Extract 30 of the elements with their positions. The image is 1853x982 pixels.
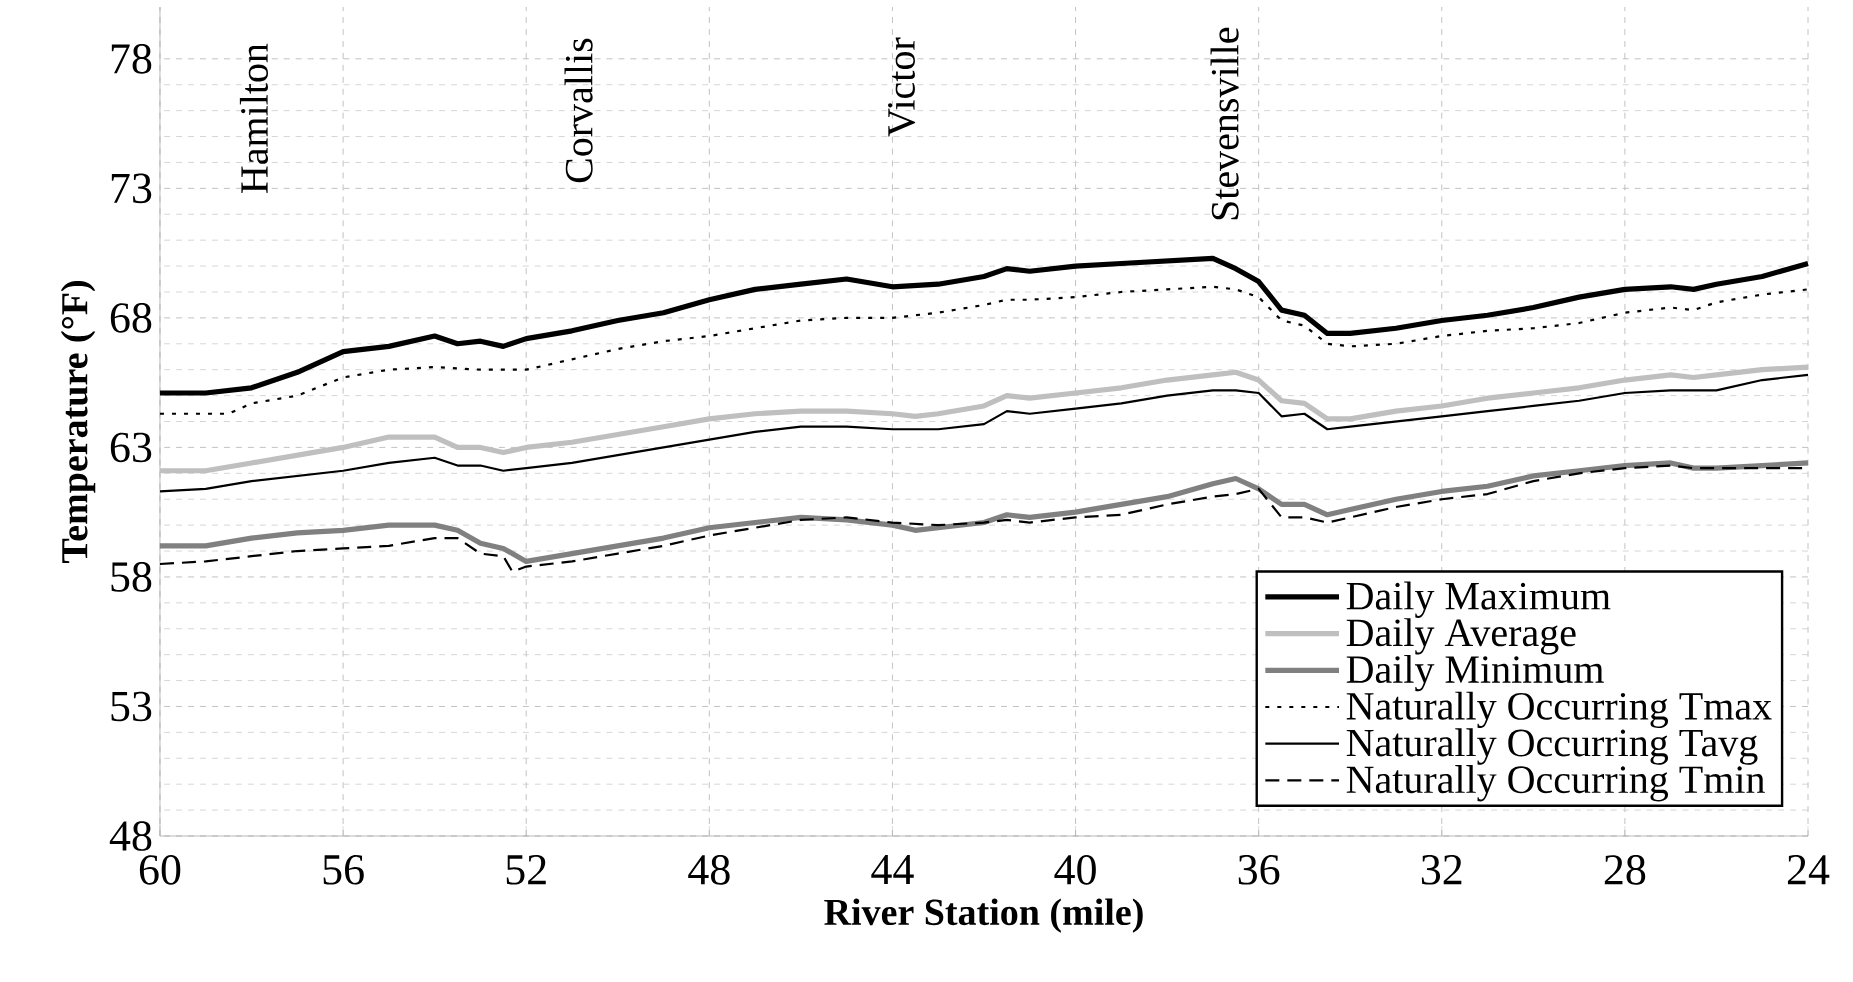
y-tick-label: 63: [110, 432, 152, 463]
x-tick-label: 40: [1054, 855, 1096, 885]
x-tick-label: 48: [688, 855, 730, 885]
y-tick-label: 53: [111, 691, 152, 722]
line-series: [158, 285, 1810, 415]
annotation: Hamilton: [239, 43, 269, 193]
x-tick-label: 52: [506, 855, 546, 885]
y-tick-label: 73: [111, 173, 152, 204]
y-axis-title: Temperature (°F): [60, 280, 96, 564]
x-tick-label: 36: [1238, 855, 1280, 885]
annotation: Stevensville: [1210, 27, 1239, 220]
y-tick-label: 48: [109, 821, 152, 851]
x-tick-label: 44: [871, 855, 914, 884]
legend-label: Daily Minimum: [1346, 654, 1604, 692]
x-axis-title: River Station (mile): [824, 898, 1143, 933]
x-tick-label: 24: [1787, 855, 1830, 885]
x-tick-label: 32: [1421, 855, 1462, 885]
legend-label: Daily Maximum: [1346, 581, 1611, 618]
x-tick-label: 56: [323, 855, 364, 885]
y-tick-label: 58: [111, 562, 152, 592]
y-tick-label: 68: [110, 303, 152, 333]
annotation: Victor: [888, 37, 916, 137]
legend-label: Naturally Occurring Tavg: [1346, 728, 1758, 765]
x-tick-label: 60: [139, 855, 181, 885]
legend-label: Naturally Occurring Tmin: [1346, 765, 1765, 802]
annotation: Corvallis: [564, 38, 593, 183]
y-tick-label: 78: [111, 43, 152, 74]
legend-label: Naturally Occurring Tmax: [1346, 691, 1772, 729]
legend-label: Daily Average: [1346, 618, 1576, 655]
x-tick-label: 28: [1604, 855, 1646, 885]
